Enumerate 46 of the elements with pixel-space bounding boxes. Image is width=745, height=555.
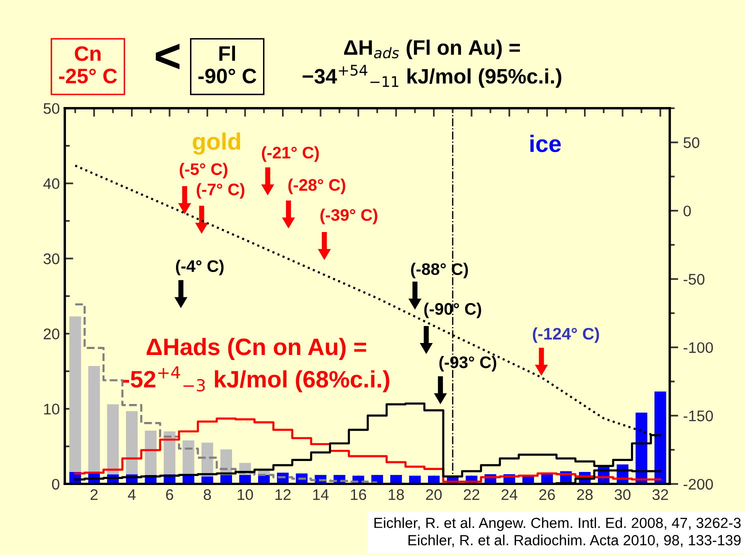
x-tick-label: 6 bbox=[166, 489, 174, 500]
annotation: (-21° C) bbox=[262, 146, 319, 162]
y2-tick-label: 50 bbox=[684, 137, 700, 148]
x-tick-label: 16 bbox=[350, 489, 366, 500]
y2-tick-label: -100 bbox=[684, 342, 713, 354]
y-tick-label: 40 bbox=[43, 178, 60, 190]
y-tick-label: 30 bbox=[44, 253, 60, 264]
annotation: (-28° C) bbox=[288, 178, 346, 194]
x-tick-label: 28 bbox=[577, 489, 593, 500]
chart-title: ΔH$_{ads}$ (Fl on Au) = −34$^{+54}$$_{−11}$ kJ/mol (95%c.i.) bbox=[302, 40, 562, 88]
x-tick-label: 26 bbox=[539, 489, 555, 500]
x-tick-label: 2 bbox=[90, 489, 98, 500]
x-tick-label: 30 bbox=[614, 489, 630, 500]
y-tick-label: 10 bbox=[44, 404, 60, 414]
text: < bbox=[156, 44, 180, 70]
annotation: (-5° C) bbox=[180, 162, 228, 178]
annotation: (-90° C) bbox=[424, 302, 482, 318]
annotation: (-88° C) bbox=[411, 262, 468, 278]
annotation: (-39° C) bbox=[320, 208, 378, 224]
annotation: (-4° C) bbox=[176, 260, 224, 276]
annotation: (-7° C) bbox=[196, 183, 244, 199]
y-tick-label: 50 bbox=[44, 103, 60, 114]
text: Cn -25° C bbox=[59, 46, 117, 84]
x-tick-label: 12 bbox=[275, 489, 291, 500]
annotation: (-93° C) bbox=[439, 356, 496, 372]
annotation: gold bbox=[192, 132, 240, 155]
x-tick-label: 20 bbox=[426, 489, 442, 500]
annotation: (-124° C) bbox=[532, 327, 600, 343]
x-tick-label: 18 bbox=[388, 489, 404, 500]
y-tick-label: 0 bbox=[52, 478, 60, 490]
x-tick-label: 32 bbox=[652, 489, 668, 500]
text: Fl -90° C bbox=[198, 46, 256, 84]
y2-tick-label: 0 bbox=[684, 206, 691, 216]
y2-tick-label: -50 bbox=[684, 274, 704, 285]
annotation: ice bbox=[530, 134, 561, 152]
y2-tick-label: -150 bbox=[684, 410, 713, 422]
text: Eichler, R. et al. Angew. Chem. Intl. Ed. 2008, 47, 3262-3 Eichler, R. et al. Radiochim. Acta 2010, 98, 133-139 bbox=[374, 517, 741, 548]
x-tick-label: 8 bbox=[204, 489, 211, 500]
y-tick-label: 20 bbox=[44, 328, 60, 340]
x-tick-label: 14 bbox=[313, 489, 329, 500]
y2-tick-label: -200 bbox=[684, 478, 713, 490]
x-tick-label: 4 bbox=[128, 489, 136, 500]
x-tick-label: 24 bbox=[502, 489, 518, 500]
x-tick-label: 22 bbox=[464, 489, 480, 500]
annotation: ΔHads (Cn on Au) = -52$^{+4}$$_{−3}$ kJ/mol (68%c.i.) bbox=[123, 338, 390, 392]
x-tick-label: 10 bbox=[238, 489, 253, 500]
